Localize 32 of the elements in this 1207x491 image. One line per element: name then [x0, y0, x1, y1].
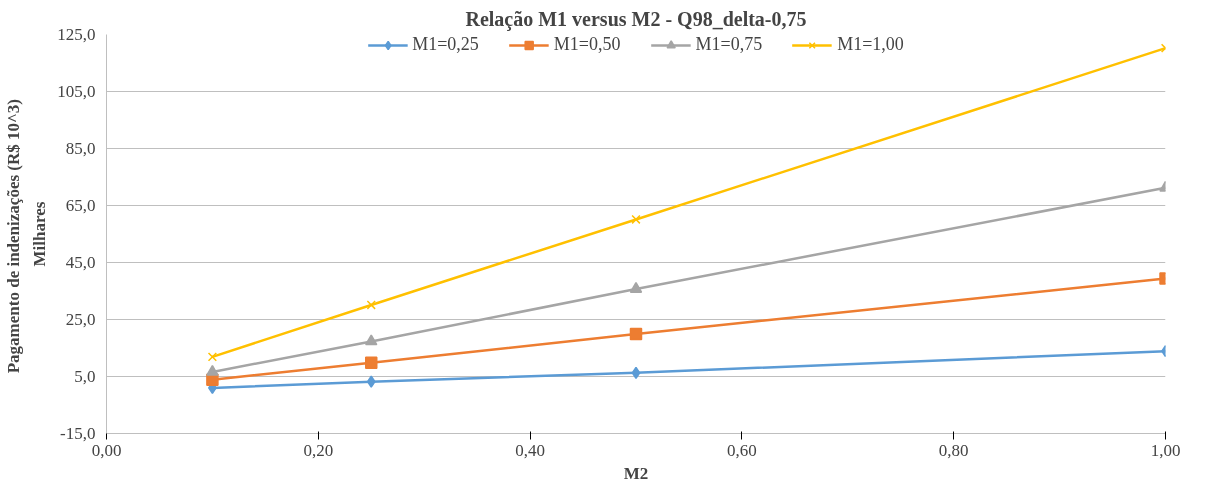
point [365, 334, 378, 346]
y-tick-label: 85,0 [65, 139, 96, 158]
legend-label: M1=0,50 [553, 34, 621, 55]
x-tick-label: 1,00 [1150, 440, 1181, 460]
y-tick-label: -15,0 [60, 424, 96, 443]
point [207, 352, 218, 362]
legend-label: M1=0,25 [412, 34, 479, 55]
x-tick-label: 0,60 [727, 440, 757, 460]
point [365, 356, 378, 370]
x-tick-label: 0,80 [938, 440, 969, 460]
x-tick-label: 0,00 [91, 440, 122, 460]
text: Milhares [30, 201, 50, 267]
point [629, 327, 643, 341]
point [631, 214, 641, 225]
x-axis-title: M2 [623, 463, 649, 483]
y-tick-label: 65,0 [65, 196, 96, 215]
y-axis-title: Pagamento de indenizações (R$ 10^3) [3, 98, 23, 374]
y-tick-label: 125,0 [57, 25, 96, 44]
y-tick-label: 105,0 [57, 82, 96, 101]
legend-label: M1=1,00 [837, 34, 904, 55]
point [366, 375, 376, 388]
y-tick-label: 5,0 [74, 367, 96, 386]
x-tick-label: 0,20 [303, 440, 334, 460]
point [629, 281, 643, 293]
chart-title: Relação M1 versus M2 - Q98_delta-0,75 [465, 7, 807, 31]
legend-label: M1=0,75 [695, 34, 763, 55]
y-tick-label: 45,0 [65, 253, 96, 272]
y-tick-label: 25,0 [65, 310, 96, 329]
x-tick-label: 0,40 [515, 440, 545, 460]
point [366, 300, 376, 310]
point [206, 364, 219, 376]
point [631, 366, 641, 380]
